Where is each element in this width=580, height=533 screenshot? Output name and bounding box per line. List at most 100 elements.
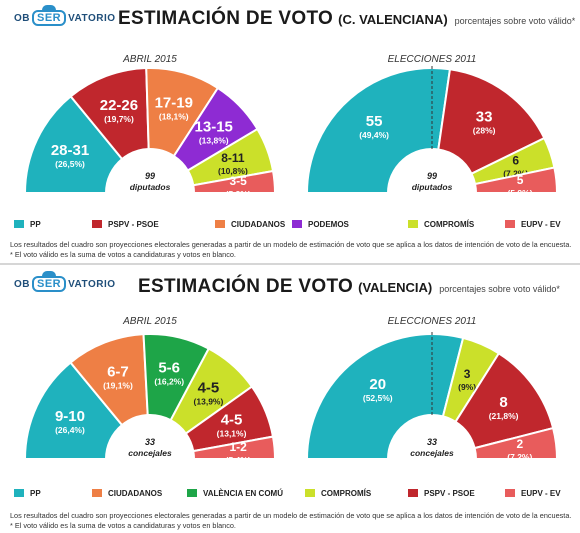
- slice-seats-label: 8-11: [221, 151, 245, 165]
- slice-pct-label: (19,7%): [104, 114, 134, 124]
- slice-seats-label: 28-31: [51, 142, 89, 159]
- slice-pct-label: (10,8%): [218, 166, 248, 176]
- logo-text-right: VATORIO: [68, 12, 116, 24]
- legend-swatch: [14, 489, 24, 497]
- legend-label: PSPV - PSOE: [424, 489, 475, 498]
- slice-pct-label: (28%): [473, 125, 496, 135]
- slice-seats-label: 13-15: [195, 119, 233, 136]
- slice-pct-label: (26,4%): [55, 425, 85, 435]
- panel-header: ESTIMACIÓN DE VOTO (C. VALENCIANA) porce…: [118, 8, 575, 30]
- legend-label: EUPV - EV: [521, 489, 561, 498]
- slice-pct-label: (9%): [458, 382, 476, 392]
- slice-pct-label: (13,9%): [194, 397, 224, 407]
- slice-pct-label: (5,9%): [508, 188, 533, 198]
- chart-panel-comunitat: OB SER VATORIO ESTIMACIÓN DE VOTO (C. VA…: [0, 0, 580, 262]
- legend-swatch: [215, 220, 225, 228]
- pie-slice: [437, 68, 546, 176]
- legend-swatch: [92, 489, 102, 497]
- slice-pct-label: (49,4%): [359, 130, 389, 140]
- logo-text-left: OB: [14, 278, 30, 290]
- slice-seats-label: 6: [512, 153, 519, 167]
- center-total: 33: [427, 437, 437, 447]
- chart-area: ABRIL 2015 9-10(26,4%) 6-7(19,1%) 5-6(16,2%…: [14, 316, 561, 498]
- slice-pct-label: (21,8%): [489, 411, 519, 421]
- panel-title: ESTIMACIÓN DE VOTO: [138, 276, 354, 297]
- chart-area: ABRIL 201528-31(26,5%)22-26(19,7%)17-19(…: [14, 54, 561, 229]
- footnotes: Los resultados del cuadro son proyeccion…: [10, 240, 575, 260]
- pie-slice: [473, 426, 559, 460]
- logo-mark: SER: [32, 5, 67, 26]
- slice-seats-label: 3-5: [229, 174, 247, 188]
- slice-pct-label: (19,1%): [103, 381, 133, 391]
- chart-subtitle: ABRIL 2015: [122, 54, 177, 65]
- footnote-valid-vote: * El voto válido es la suma de votos a c…: [10, 250, 236, 259]
- slice-pct-label: (18,1%): [159, 112, 189, 122]
- legend-label: PP: [30, 220, 41, 229]
- center-label: concejales: [128, 448, 172, 458]
- legend-swatch: [292, 220, 302, 228]
- slice-pct-label: (26,5%): [55, 159, 85, 169]
- slice-pct-label: (7,2%): [507, 452, 532, 462]
- slice-seats-label: 6-7: [107, 364, 129, 381]
- pie-slice: [192, 169, 277, 194]
- legend-swatch: [408, 220, 418, 228]
- logo-text-left: OB: [14, 12, 30, 24]
- center-label: diputados: [130, 182, 171, 192]
- legend-swatch: [187, 489, 197, 497]
- panel-subtitle: porcentajes sobre voto válido*: [454, 16, 576, 26]
- footnotes: Los resultados del cuadro son proyeccion…: [10, 511, 575, 531]
- observatorio-logo: OB SER VATORIO: [14, 5, 116, 26]
- legend-swatch: [14, 220, 24, 228]
- slice-pct-label: (52,5%): [363, 393, 393, 403]
- logo-mark: SER: [32, 271, 67, 292]
- slice-pct-label: (5,4%): [226, 455, 251, 465]
- panel-separator: [0, 263, 580, 265]
- center-label: concejales: [410, 448, 454, 458]
- slice-seats-label: 4-5: [198, 380, 220, 397]
- logo-text-right: VATORIO: [68, 278, 116, 290]
- slice-seats-label: 33: [476, 108, 493, 125]
- legend-label: VALÈNCIA EN COMÚ: [203, 489, 283, 498]
- panel-header: ESTIMACIÓN DE VOTO (VALENCIA) porcentaje…: [138, 276, 560, 298]
- panel-title: ESTIMACIÓN DE VOTO: [118, 8, 334, 29]
- pie-slice: [305, 67, 452, 194]
- slice-seats-label: 1-2: [229, 440, 247, 454]
- slice-seats-label: 5-6: [158, 360, 180, 377]
- legend-label: COMPROMÍS: [424, 220, 475, 229]
- legend-swatch: [408, 489, 418, 497]
- center-total: 33: [145, 437, 155, 447]
- panel-subtitle: porcentajes sobre voto válido*: [439, 284, 560, 294]
- slice-pct-label: (5,3%): [226, 189, 251, 199]
- panel-region: (VALENCIA): [358, 280, 433, 295]
- legend-swatch: [305, 489, 315, 497]
- slice-seats-label: 20: [369, 376, 386, 393]
- pie-slice: [192, 435, 277, 460]
- slice-seats-label: 5: [517, 173, 524, 187]
- slice-seats-label: 17-19: [155, 95, 193, 112]
- chart-subtitle: ABRIL 2015: [122, 316, 177, 327]
- slice-seats-label: 3: [464, 367, 471, 381]
- legend-label: CIUDADANOS: [108, 489, 163, 498]
- slice-seats-label: 8: [499, 394, 507, 411]
- center-total: 99: [427, 171, 437, 181]
- pie-slice: [473, 166, 559, 194]
- legend-swatch: [92, 220, 102, 228]
- observatorio-logo: OB SER VATORIO: [14, 271, 116, 292]
- center-total: 99: [145, 171, 155, 181]
- legend-swatch: [505, 220, 515, 228]
- panel-region: (C. VALENCIANA): [338, 12, 448, 27]
- footnote-method: Los resultados del cuadro son proyeccion…: [10, 240, 572, 249]
- slice-seats-label: 22-26: [100, 97, 138, 114]
- legend-label: CIUDADANOS: [231, 220, 286, 229]
- center-label: diputados: [412, 182, 453, 192]
- footnote-valid-vote: * El voto válido es la suma de votos a c…: [10, 521, 236, 530]
- slice-pct-label: (16,2%): [154, 377, 184, 387]
- chart-panel-valencia: OB SER VATORIO ESTIMACIÓN DE VOTO (VALEN…: [0, 266, 580, 533]
- legend-label: PSPV - PSOE: [108, 220, 159, 229]
- slice-pct-label: (7,2%): [503, 168, 528, 178]
- footnote-method: Los resultados del cuadro son proyeccion…: [10, 511, 572, 520]
- pie-slice: [305, 333, 465, 460]
- slice-pct-label: (13,8%): [199, 136, 229, 146]
- slice-seats-label: 4-5: [221, 412, 243, 429]
- slice-pct-label: (13,1%): [217, 429, 247, 439]
